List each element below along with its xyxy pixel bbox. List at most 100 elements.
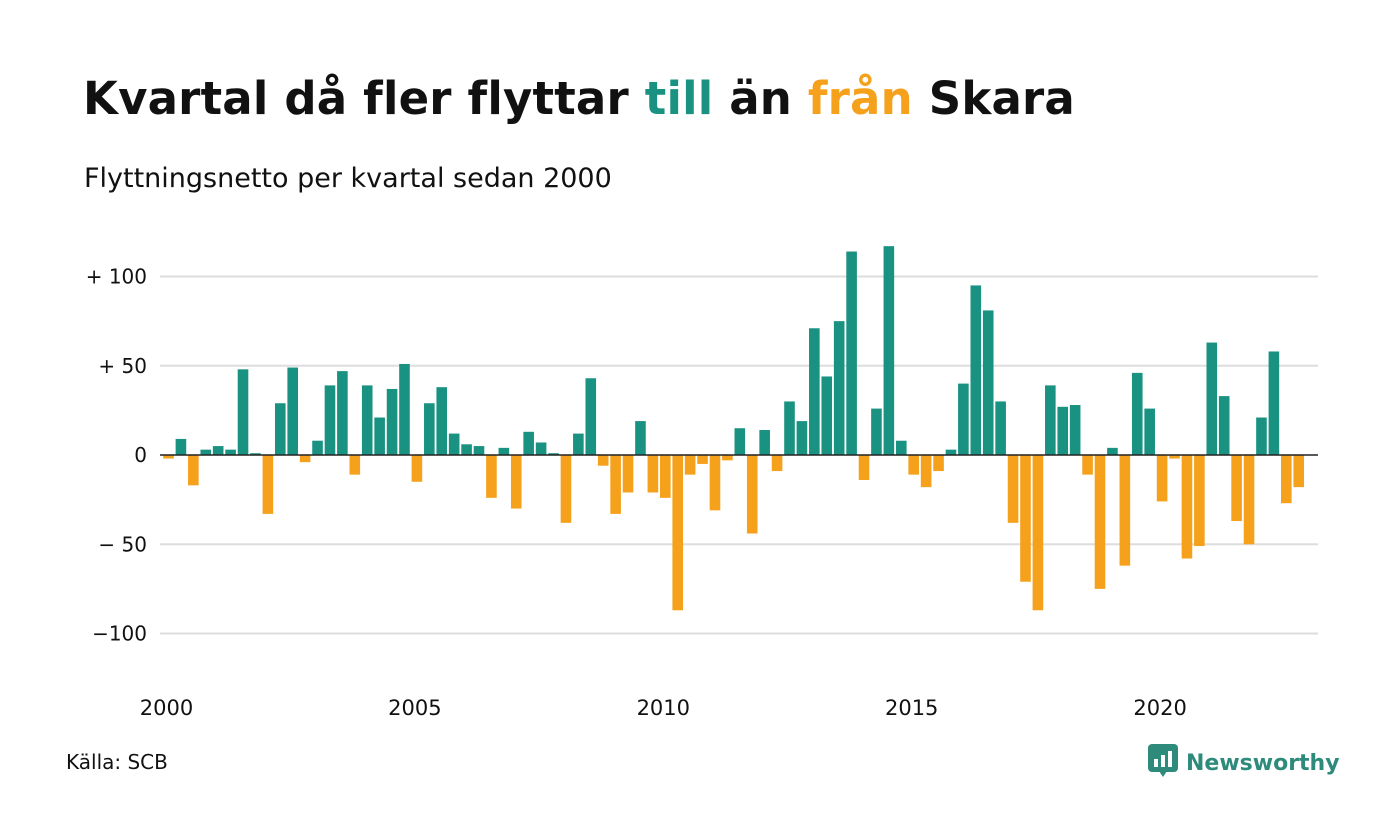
bar xyxy=(535,442,547,455)
y-tick-label: − 50 xyxy=(98,532,147,556)
bar xyxy=(163,455,174,459)
bar xyxy=(697,455,708,464)
y-axis-labels: + 100 + 50 0 − 50 −100 xyxy=(86,265,147,646)
bar xyxy=(1057,406,1069,456)
bar xyxy=(188,455,199,486)
bar xyxy=(374,417,385,455)
bar xyxy=(908,455,919,475)
bar xyxy=(1169,455,1180,459)
bar xyxy=(833,321,845,456)
bar xyxy=(523,431,534,455)
bar xyxy=(349,455,361,475)
bar xyxy=(871,408,882,455)
bar xyxy=(846,251,857,455)
bar xyxy=(1020,455,1031,582)
y-tick-label: 0 xyxy=(134,443,147,467)
bar xyxy=(1131,372,1143,455)
x-axis-labels: 2000 2005 2010 2015 2020 xyxy=(140,696,1187,720)
bar xyxy=(200,449,212,455)
bar xyxy=(386,388,398,455)
bar xyxy=(970,285,982,455)
bar xyxy=(933,455,944,472)
bar xyxy=(858,455,870,480)
newsworthy-logo-icon xyxy=(1148,744,1178,782)
bar xyxy=(436,387,448,455)
bar xyxy=(212,446,224,455)
y-tick-label: −100 xyxy=(92,622,147,646)
bar xyxy=(883,246,895,455)
bar xyxy=(337,371,348,455)
source-note: Källa: SCB xyxy=(66,750,168,774)
bar xyxy=(498,447,510,455)
bar xyxy=(1206,342,1218,455)
chart-subtitle: Flyttningsnetto per kvartal sedan 2000 xyxy=(84,163,612,194)
bar xyxy=(1119,455,1131,566)
bar xyxy=(1268,351,1280,455)
bar xyxy=(250,453,261,455)
bar xyxy=(262,455,274,514)
y-tick-label: + 50 xyxy=(98,354,147,378)
bar xyxy=(1243,455,1255,545)
bar xyxy=(1293,455,1305,488)
bar xyxy=(510,455,522,509)
bar xyxy=(958,383,969,455)
y-tick-label: + 100 xyxy=(86,265,147,289)
bar xyxy=(771,455,783,472)
bar xyxy=(610,455,621,514)
bar xyxy=(784,401,795,455)
newsworthy-logo-text: Newsworthy xyxy=(1186,750,1340,776)
bar xyxy=(1094,455,1106,589)
bar xyxy=(299,455,311,463)
title-part-3: än xyxy=(713,72,808,125)
x-tick-label: 2010 xyxy=(637,696,690,720)
bar xyxy=(1218,396,1230,455)
bars xyxy=(163,246,1305,611)
bar xyxy=(895,440,907,455)
x-tick-label: 2000 xyxy=(140,696,193,720)
bar xyxy=(660,455,671,498)
bar xyxy=(684,455,696,475)
bar xyxy=(1032,455,1044,611)
bar xyxy=(759,430,770,455)
bar xyxy=(1144,408,1155,455)
bar xyxy=(1069,405,1081,455)
bar xyxy=(821,376,833,455)
chart-title: Kvartal då fler flyttar till än från Ska… xyxy=(83,72,1075,125)
newsworthy-logo: Newsworthy xyxy=(1148,744,1340,782)
bar xyxy=(585,378,597,455)
title-part-5: Skara xyxy=(912,72,1076,125)
bar xyxy=(237,369,249,455)
bar xyxy=(709,455,721,511)
bar xyxy=(1194,455,1205,547)
bar xyxy=(424,403,435,456)
bar xyxy=(560,455,572,523)
bar xyxy=(1007,455,1019,523)
title-highlight-fran: från xyxy=(807,72,913,125)
bar xyxy=(175,438,187,455)
bar xyxy=(548,453,559,455)
x-tick-label: 2005 xyxy=(388,696,441,720)
bar xyxy=(1256,417,1267,455)
bar xyxy=(448,433,460,455)
bar xyxy=(722,455,733,461)
bar xyxy=(635,421,646,455)
bar xyxy=(982,310,994,455)
title-highlight-till: till xyxy=(644,72,714,125)
bar xyxy=(1082,455,1093,475)
bar xyxy=(647,455,659,493)
bar xyxy=(622,455,634,493)
bar xyxy=(1181,455,1193,559)
bar xyxy=(399,363,410,455)
bar xyxy=(734,428,746,455)
bar xyxy=(461,444,472,455)
bar xyxy=(945,449,957,455)
bar xyxy=(287,367,298,455)
x-tick-label: 2015 xyxy=(885,696,938,720)
bar xyxy=(274,403,286,456)
bar xyxy=(1045,385,1056,455)
bar xyxy=(411,455,423,482)
bar xyxy=(312,440,323,455)
bar xyxy=(597,455,609,466)
bar xyxy=(486,455,497,498)
